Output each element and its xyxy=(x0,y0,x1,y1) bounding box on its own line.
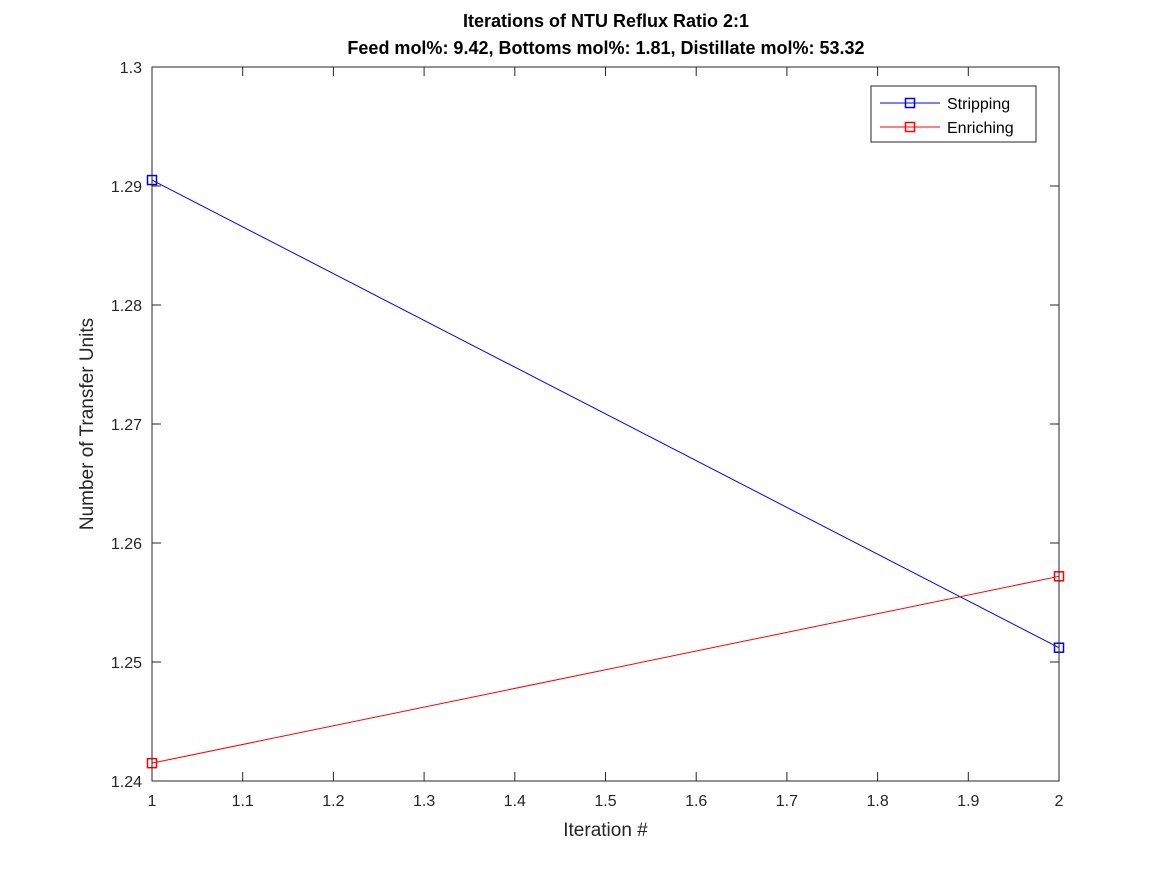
chart-subtitle: Feed mol%: 9.42, Bottoms mol%: 1.81, Dis… xyxy=(347,38,864,58)
x-tick-label: 1.2 xyxy=(322,793,344,810)
legend-label-stripping: Stripping xyxy=(947,96,1010,113)
legend-label-enriching: Enriching xyxy=(947,120,1014,137)
y-tick-label: 1.3 xyxy=(120,60,142,77)
x-tick-label: 1.5 xyxy=(594,793,616,810)
plot-area xyxy=(152,67,1059,781)
x-axis-label: Iteration # xyxy=(563,820,648,841)
chart-title: Iterations of NTU Reflux Ratio 2:1 xyxy=(463,11,749,31)
x-tick-label: 1.1 xyxy=(232,793,254,810)
x-tick-label: 1.6 xyxy=(685,793,707,810)
y-tick-label: 1.28 xyxy=(111,298,142,315)
y-tick-label: 1.27 xyxy=(111,417,142,434)
plot-border xyxy=(151,66,1060,782)
y-tick-label: 1.24 xyxy=(111,774,142,791)
series-line-enriching xyxy=(151,575,1060,764)
legend-marker-enriching xyxy=(904,121,916,133)
x-tick-label: 1.8 xyxy=(866,793,888,810)
x-tick-label: 1.4 xyxy=(504,793,526,810)
x-tick-label: 1.9 xyxy=(957,793,979,810)
x-tick-label: 2 xyxy=(1055,793,1064,810)
y-tick-label: 1.25 xyxy=(111,655,142,672)
y-tick-label: 1.26 xyxy=(111,536,142,553)
y-tick-label: 1.29 xyxy=(111,179,142,196)
x-tick-label: 1 xyxy=(148,793,157,810)
y-axis-label: Number of Transfer Units xyxy=(77,318,98,530)
legend-marker-stripping xyxy=(904,97,916,109)
legend: Stripping Enriching xyxy=(870,85,1037,143)
x-tick-label: 1.3 xyxy=(413,793,435,810)
axis-ticks: 1 1.1 1.2 1.3 1.4 1.5 1.6 1.7 1.8 1.9 2 1.24 1.25 1.2… xyxy=(111,60,1064,810)
x-tick-label: 1.7 xyxy=(776,793,798,810)
legend-box xyxy=(870,85,1037,143)
series-line-stripping xyxy=(151,179,1060,649)
legend-entries: Stripping Enriching xyxy=(880,96,1014,137)
